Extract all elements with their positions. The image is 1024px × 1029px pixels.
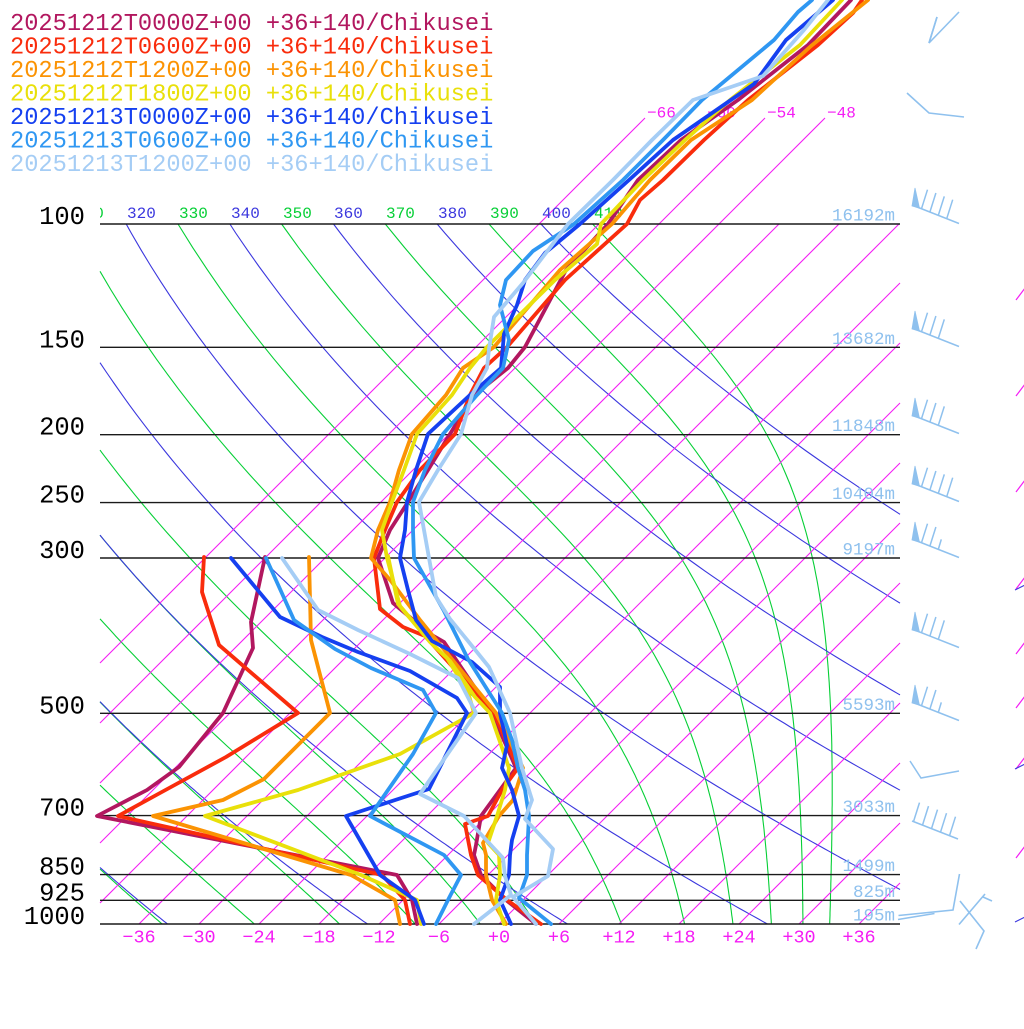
- svg-text:+36: +36: [842, 928, 875, 949]
- svg-text:−12: −12: [362, 928, 395, 949]
- svg-text:−36: −36: [122, 928, 155, 949]
- svg-text:3033m: 3033m: [842, 798, 895, 818]
- svg-text:250: 250: [39, 482, 85, 511]
- svg-text:360: 360: [334, 205, 363, 223]
- svg-text:825m: 825m: [853, 883, 895, 903]
- svg-text:+6: +6: [548, 928, 570, 949]
- svg-text:+0: +0: [488, 928, 510, 949]
- svg-text:500: 500: [39, 692, 85, 721]
- svg-text:925: 925: [39, 879, 85, 908]
- svg-text:330: 330: [179, 205, 208, 223]
- svg-text:13682m: 13682m: [832, 330, 895, 350]
- svg-text:−6: −6: [428, 928, 450, 949]
- svg-text:+24: +24: [722, 928, 755, 949]
- svg-text:20251213T0600Z+00 +36+140/Chik: 20251213T0600Z+00 +36+140/Chikusei: [10, 129, 493, 156]
- svg-text:400: 400: [542, 205, 571, 223]
- svg-text:340: 340: [231, 205, 260, 223]
- svg-text:370: 370: [386, 205, 415, 223]
- svg-text:16192m: 16192m: [832, 207, 895, 227]
- svg-text:320: 320: [127, 205, 156, 223]
- svg-text:−54: −54: [767, 105, 796, 123]
- svg-text:350: 350: [283, 205, 312, 223]
- svg-text:20251213T1200Z+00 +36+140/Chik: 20251213T1200Z+00 +36+140/Chikusei: [10, 152, 493, 179]
- svg-text:20251212T1800Z+00 +36+140/Chik: 20251212T1800Z+00 +36+140/Chikusei: [10, 82, 493, 109]
- svg-text:−66: −66: [647, 105, 676, 123]
- svg-text:20251213T0000Z+00 +36+140/Chik: 20251213T0000Z+00 +36+140/Chikusei: [10, 105, 493, 132]
- svg-text:+12: +12: [602, 928, 635, 949]
- svg-text:9197m: 9197m: [842, 541, 895, 561]
- svg-text:150: 150: [39, 326, 85, 355]
- svg-text:10404m: 10404m: [832, 485, 895, 505]
- svg-text:−24: −24: [242, 928, 275, 949]
- svg-text:390: 390: [490, 205, 519, 223]
- svg-text:1000: 1000: [24, 903, 85, 932]
- svg-text:300: 300: [39, 537, 85, 566]
- svg-text:195m: 195m: [853, 907, 895, 927]
- svg-text:11848m: 11848m: [832, 417, 895, 437]
- svg-text:+30: +30: [782, 928, 815, 949]
- svg-text:380: 380: [438, 205, 467, 223]
- svg-text:20251212T0000Z+00 +36+140/Chik: 20251212T0000Z+00 +36+140/Chikusei: [10, 11, 493, 38]
- svg-text:+18: +18: [662, 928, 695, 949]
- svg-text:100: 100: [39, 203, 85, 232]
- svg-text:−30: −30: [182, 928, 215, 949]
- svg-text:700: 700: [39, 795, 85, 824]
- svg-text:310: 310: [75, 205, 104, 223]
- svg-text:1499m: 1499m: [842, 857, 895, 877]
- svg-text:−18: −18: [302, 928, 335, 949]
- svg-text:200: 200: [39, 414, 85, 443]
- svg-text:5593m: 5593m: [842, 696, 895, 716]
- svg-text:850: 850: [39, 854, 85, 883]
- svg-text:−48: −48: [827, 105, 856, 123]
- svg-text:20251212T0600Z+00 +36+140/Chik: 20251212T0600Z+00 +36+140/Chikusei: [10, 35, 493, 62]
- svg-text:20251212T1200Z+00 +36+140/Chik: 20251212T1200Z+00 +36+140/Chikusei: [10, 58, 493, 85]
